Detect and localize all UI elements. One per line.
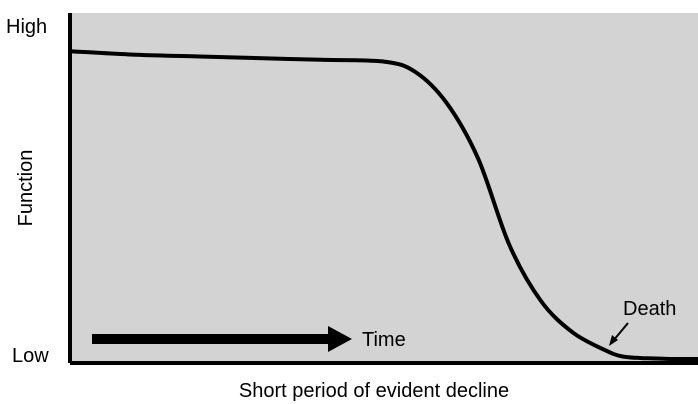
death-pointer — [609, 322, 629, 346]
time-annotation: Time — [362, 329, 406, 351]
time-arrow-shaft — [92, 334, 332, 344]
time-arrow-head — [328, 326, 352, 352]
death-pointer-head — [609, 335, 618, 346]
y-axis-label: Function — [15, 150, 37, 227]
plot-area — [70, 13, 698, 363]
function-curve — [68, 49, 698, 362]
time-arrow — [92, 326, 352, 352]
y-tick-label-high: High — [6, 16, 47, 38]
series-group — [68, 49, 698, 362]
death-annotation: Death — [623, 298, 676, 320]
y-tick-label-low: Low — [12, 345, 49, 367]
x-axis-label: Short period of evident decline — [239, 380, 509, 402]
